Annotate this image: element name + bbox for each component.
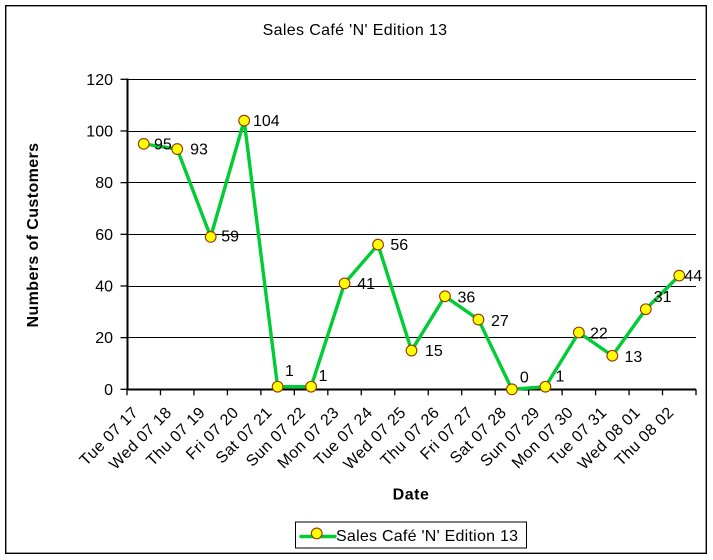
svg-text:40: 40 — [95, 279, 113, 296]
svg-text:0: 0 — [520, 369, 529, 386]
svg-text:27: 27 — [491, 313, 509, 330]
svg-text:20: 20 — [95, 330, 113, 347]
svg-text:1: 1 — [285, 363, 294, 380]
svg-text:Date: Date — [393, 487, 430, 504]
svg-text:56: 56 — [390, 237, 408, 254]
svg-text:Sales Café 'N' Edition 13: Sales Café 'N' Edition 13 — [336, 528, 518, 545]
svg-text:80: 80 — [95, 175, 113, 192]
svg-text:22: 22 — [590, 325, 608, 342]
svg-text:1: 1 — [319, 368, 328, 385]
svg-text:93: 93 — [190, 142, 208, 159]
svg-text:36: 36 — [458, 289, 476, 306]
svg-text:1: 1 — [556, 369, 565, 386]
svg-text:0: 0 — [104, 382, 113, 399]
svg-text:15: 15 — [425, 343, 443, 360]
svg-text:104: 104 — [253, 113, 280, 130]
svg-text:31: 31 — [654, 289, 672, 306]
svg-text:Sales Café 'N' Edition 13: Sales Café 'N' Edition 13 — [263, 22, 448, 39]
svg-text:59: 59 — [221, 229, 239, 246]
svg-text:13: 13 — [625, 349, 643, 366]
svg-text:41: 41 — [357, 276, 375, 293]
svg-text:100: 100 — [86, 124, 113, 141]
svg-text:120: 120 — [86, 72, 113, 89]
svg-text:44: 44 — [684, 268, 702, 285]
svg-text:60: 60 — [95, 227, 113, 244]
svg-text:95: 95 — [154, 136, 172, 153]
svg-text:Numbers of Customers: Numbers of Customers — [25, 143, 42, 328]
